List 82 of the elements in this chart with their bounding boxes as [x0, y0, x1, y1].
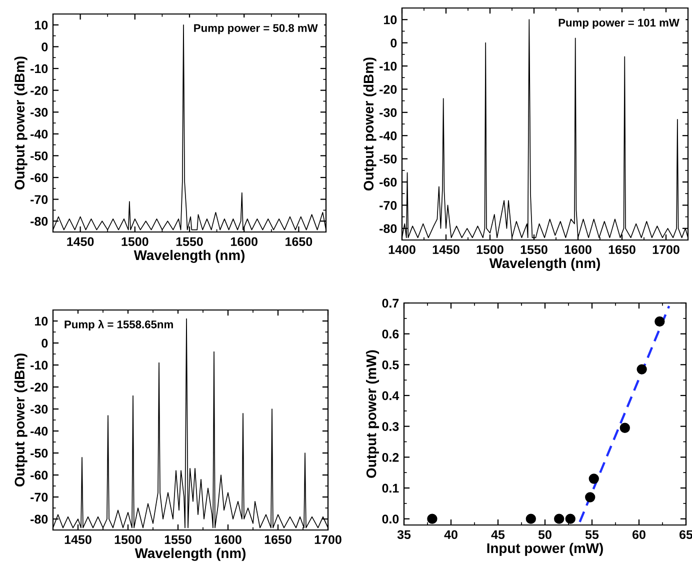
y-tick-label: 0.7: [382, 298, 399, 308]
y-tick-label: -20: [380, 85, 397, 94]
y-tick-label: -80: [30, 216, 48, 226]
x-tick-label: 1400: [388, 245, 416, 254]
point: [554, 514, 564, 524]
x-tick-label: 1550: [164, 535, 192, 544]
y-tick-label: -40: [30, 426, 48, 436]
y-tick-label: -60: [30, 173, 48, 182]
point: [654, 316, 665, 327]
point: [565, 514, 576, 524]
x-axis-title: Input power (mW): [487, 542, 603, 556]
y-tick-label: 0: [42, 42, 48, 52]
y-tick-label: -50: [30, 448, 48, 458]
x-tick-label: 40: [444, 530, 458, 540]
y-tick-label: 0.0: [382, 514, 399, 524]
y-tick-label: -40: [30, 130, 48, 139]
y-tick-label: 0.4: [382, 391, 400, 400]
y-tick-label: 0.2: [382, 452, 399, 462]
y-tick-label: 0.5: [382, 360, 399, 370]
y-tick-label: -20: [30, 86, 48, 95]
y-tick-label: -50: [30, 152, 48, 160]
x-tick-label: 1700: [652, 245, 680, 254]
y-tick-label: -70: [380, 201, 397, 210]
y-tick-label: -30: [30, 108, 48, 117]
x-tick-label: 60: [632, 530, 646, 540]
x-tick-label: 1500: [114, 535, 142, 544]
point: [526, 514, 536, 524]
x-tick-label: 1500: [476, 245, 504, 254]
x-axis-title: Wavelength (nm): [134, 548, 246, 561]
y-axis-title: Output power (dBm): [14, 354, 28, 487]
x-axis-title: Wavelength (nm): [489, 258, 600, 271]
y-tick-label: -80: [30, 514, 48, 524]
point: [588, 474, 599, 484]
x-tick-label: 1600: [564, 245, 592, 254]
y-tick-label: -80: [380, 224, 397, 234]
x-tick-label: 1500: [122, 237, 148, 246]
y-tick-label: 0: [42, 338, 48, 348]
y-tick-label: -40: [380, 131, 397, 140]
y-axis-title: Output power (dBm): [363, 58, 376, 191]
y-tick-label: -60: [380, 178, 397, 187]
point: [636, 364, 647, 374]
x-tick-label: 1650: [608, 245, 636, 254]
point: [427, 514, 438, 524]
y-tick-label: 0.3: [382, 422, 399, 432]
point: [620, 422, 630, 433]
y-tick-label: -10: [30, 64, 48, 74]
x-tick-label: 1450: [67, 237, 94, 246]
y-tick-label: 10: [384, 15, 397, 24]
y-tick-label: -30: [30, 404, 48, 414]
y-tick-label: -20: [30, 382, 48, 392]
y-axis-title: Output power (mW): [366, 350, 379, 478]
y-tick-label: 10: [35, 20, 48, 30]
point: [585, 492, 596, 502]
y-tick-label: 0.6: [382, 330, 399, 338]
y-tick-label: -10: [380, 62, 397, 71]
y-tick-label: -70: [30, 492, 48, 502]
x-tick-label: 1450: [64, 535, 92, 544]
x-tick-label: 35: [397, 530, 411, 540]
x-tick-label: 1450: [432, 245, 460, 254]
y-tick-label: -10: [30, 360, 48, 370]
y-tick-label: -30: [380, 108, 397, 118]
x-tick-label: 1600: [230, 237, 258, 246]
annotation: Pump power = 101 mW: [558, 18, 680, 29]
x-tick-label: 1600: [214, 535, 242, 544]
x-tick-label: 1550: [520, 245, 548, 254]
y-axis-title: Output power (dBm): [14, 56, 28, 190]
y-tick-label: -70: [30, 195, 48, 204]
x-tick-label: 1550: [176, 237, 203, 246]
y-tick-label: 0.1: [382, 484, 399, 493]
x-tick-label: 45: [491, 530, 505, 540]
x-axis-title: Wavelength (nm): [134, 250, 244, 263]
annotation: Pump power = 50.8 mW: [194, 24, 318, 34]
x-tick-label: 1700: [314, 535, 342, 544]
y-tick-label: 10: [35, 316, 48, 326]
y-tick-label: -60: [30, 470, 48, 480]
x-tick-label: 1650: [286, 237, 312, 246]
y-tick-label: -50: [380, 154, 397, 164]
annotation: Pump λ = 1558.65nm: [64, 320, 173, 331]
x-tick-label: 55: [585, 530, 599, 540]
x-tick-label: 50: [538, 530, 552, 540]
y-tick-label: 0: [390, 38, 397, 48]
x-tick-label: 1650: [264, 535, 292, 544]
